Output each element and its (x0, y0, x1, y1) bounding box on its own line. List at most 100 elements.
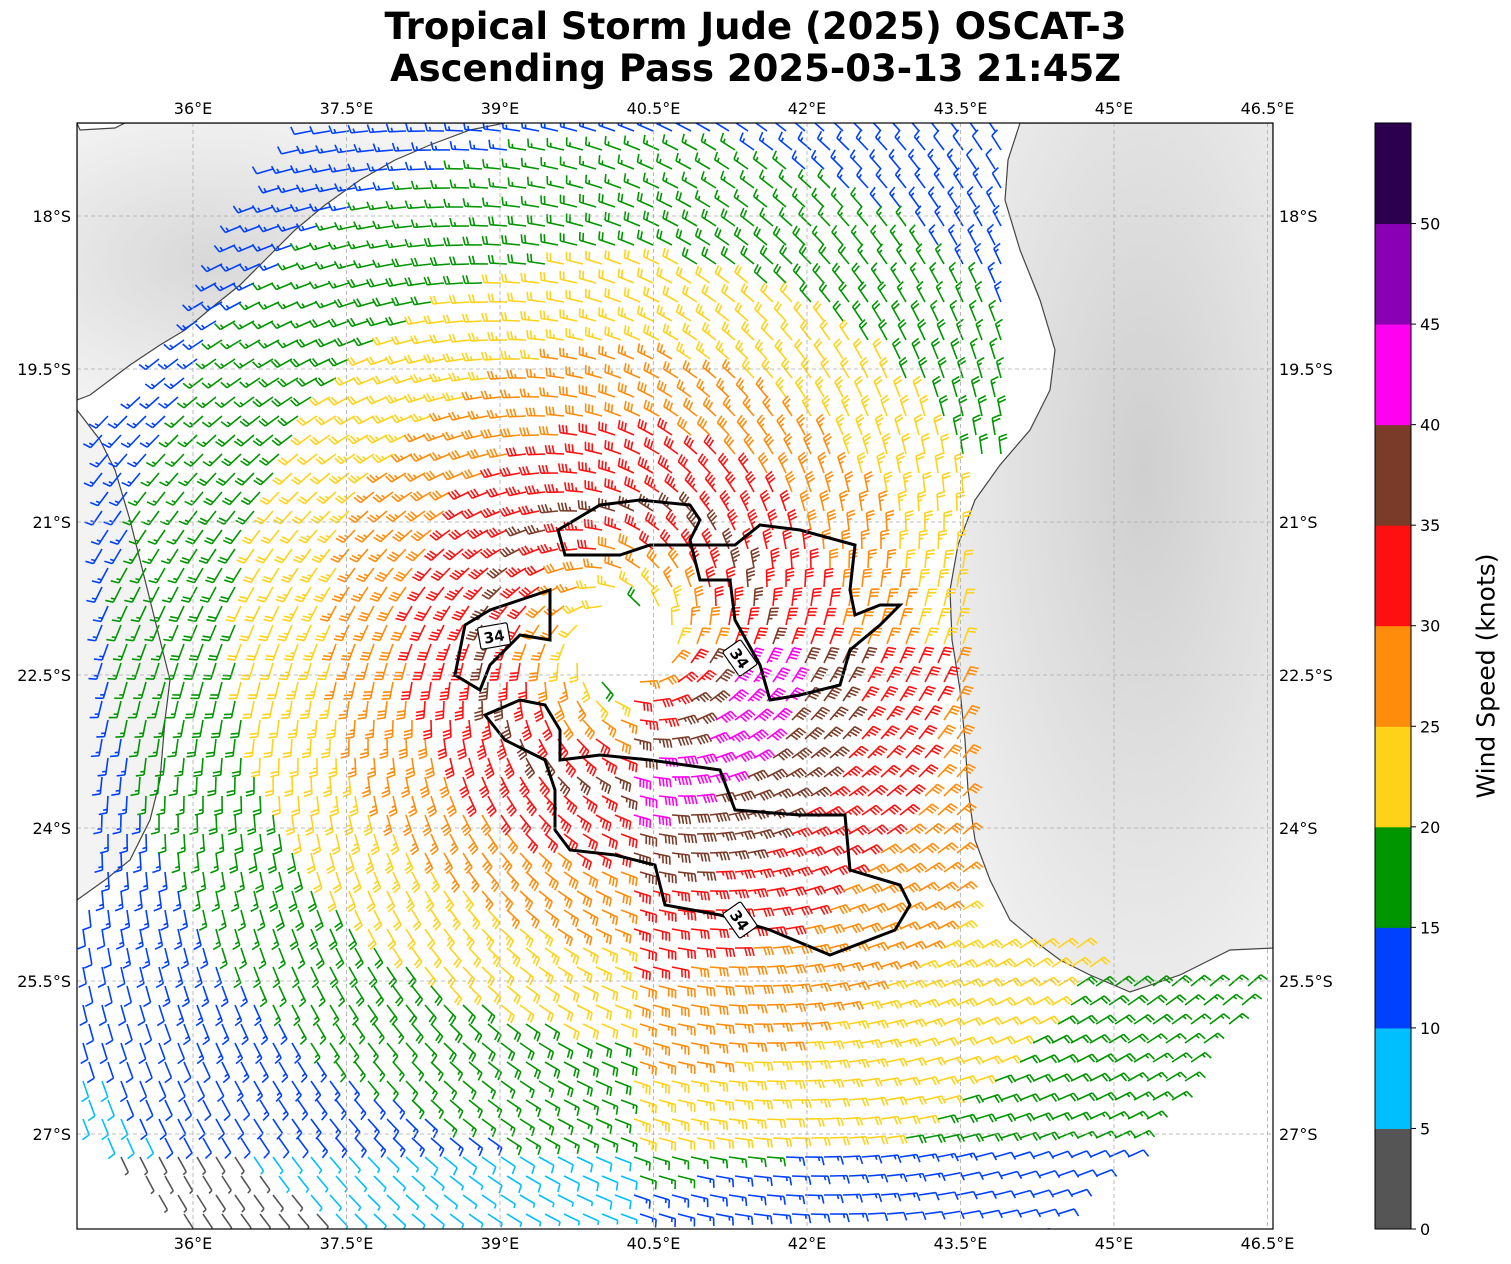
wind-barb (640, 1252, 656, 1264)
wind-barb (276, 301, 299, 310)
wind-barb (564, 482, 584, 493)
wind-barb (270, 204, 293, 213)
wind-barb (258, 453, 280, 466)
wind-barb (487, 332, 508, 342)
wind-barb (602, 1252, 618, 1262)
wind-barb (558, 385, 578, 398)
wind-barb (289, 281, 312, 290)
wind-barb (240, 453, 261, 467)
wind-barb (642, 134, 660, 151)
wind-barb (855, 130, 869, 151)
wind-barb (481, 274, 502, 284)
wind-barb (887, 1251, 906, 1259)
wind-barb (308, 357, 331, 368)
wind-barb (290, 396, 312, 407)
wind-barb (703, 434, 717, 455)
wind-barb (422, 432, 445, 442)
wind-barb (277, 415, 299, 427)
wind-barb (424, 160, 445, 170)
wind-barb (366, 472, 388, 484)
wind-barb (481, 312, 502, 322)
wind-barb (930, 337, 941, 360)
wind-barb (270, 358, 293, 368)
wind-barb (353, 491, 375, 504)
lon-tick-top: 36°E (174, 99, 212, 118)
wind-barb (120, 434, 141, 449)
wind-barb (462, 198, 483, 208)
wind-barb (107, 415, 128, 429)
wind-barb (466, 449, 489, 460)
wind-barb (740, 245, 755, 265)
wind-barb (163, 339, 185, 351)
wind-barb (102, 472, 122, 487)
wind-barb (675, 190, 692, 208)
wind-barb (89, 491, 109, 507)
wind-barb (89, 453, 109, 468)
title-line-1: Tropical Storm Jude (2025) OSCAT-3 (384, 5, 1127, 48)
wind-barb (83, 472, 103, 488)
wind-barb (655, 153, 673, 170)
wind-barb (385, 200, 407, 210)
wind-barb (733, 151, 749, 170)
wind-barb (214, 358, 236, 370)
wind-barb (315, 453, 337, 465)
wind-barb (429, 334, 451, 344)
wind-barb (423, 199, 445, 209)
wind-barb (637, 456, 654, 474)
wind-barb (927, 186, 939, 208)
wind-barb (468, 178, 489, 189)
wind-barb (328, 164, 350, 173)
wind-barb (409, 413, 432, 423)
wind-barb (643, 399, 660, 417)
wind-barb (955, 280, 964, 303)
wind-barb (404, 161, 426, 171)
wind-barb (385, 472, 407, 483)
wind-barb (461, 391, 483, 401)
wind-barb (681, 247, 698, 265)
wind-barb (239, 415, 261, 428)
wind-barb (989, 337, 998, 360)
wind-barb (346, 356, 369, 367)
wind-barb (778, 169, 793, 189)
wind-barb (774, 123, 787, 132)
wind-barb (695, 303, 711, 322)
colorbar-segment (1375, 123, 1411, 225)
wind-barb (506, 292, 527, 303)
wind-barb (858, 319, 869, 341)
wind-barb (623, 211, 641, 227)
wind-barb (723, 433, 736, 455)
wind-barb (869, 149, 882, 170)
wind-barb (985, 185, 996, 208)
wind-barb (384, 316, 407, 326)
wind-barb (276, 339, 299, 349)
wind-barb (251, 282, 274, 291)
wind-barb (467, 371, 489, 381)
wind-barb (578, 308, 597, 322)
wind-barb (895, 452, 906, 474)
wind-barb (500, 273, 521, 284)
wind-barb (888, 148, 901, 170)
wind-barb (661, 134, 679, 151)
wind-barb (177, 472, 198, 487)
wind-barb (238, 301, 261, 311)
wind-barb (811, 225, 825, 246)
wind-barb (758, 131, 774, 151)
wind-barb (621, 1252, 637, 1262)
wind-barb (597, 459, 616, 474)
wind-barb (934, 242, 945, 265)
lon-tick-top: 40.5°E (627, 99, 681, 118)
wind-barb (292, 1233, 303, 1249)
wind-barb (792, 263, 806, 284)
wind-barb (317, 1252, 329, 1264)
wind-barb (836, 168, 850, 189)
wind-barb (233, 396, 255, 408)
wind-barb (617, 382, 635, 398)
wind-barb (678, 1252, 694, 1264)
wind-barb (745, 470, 756, 493)
wind-barb (219, 263, 242, 272)
wind-barb (540, 157, 559, 170)
wind-barb (423, 237, 445, 248)
wind-barb (598, 231, 616, 246)
wind-barb (327, 280, 350, 289)
wind-barb (683, 435, 698, 455)
